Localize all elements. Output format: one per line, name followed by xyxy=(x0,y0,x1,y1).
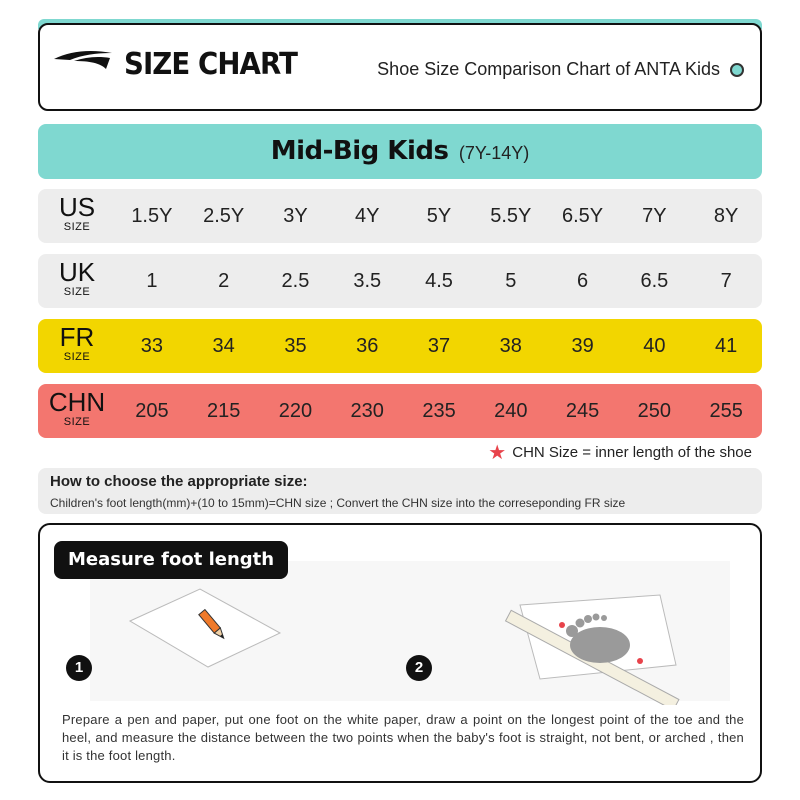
size-cell: 2 xyxy=(218,270,230,292)
row-label-main: UK xyxy=(58,257,96,287)
size-cell: 250 xyxy=(637,400,672,422)
size-cell: 4.5 xyxy=(425,270,453,292)
size-cell: 220 xyxy=(278,400,313,422)
size-cell: 2.5 xyxy=(281,270,310,292)
size-cells: 33 34 35 36 37 38 39 40 41 xyxy=(116,319,762,373)
size-cell: 3Y xyxy=(283,205,308,227)
size-cell: 36 xyxy=(356,335,379,357)
size-cell: 4Y xyxy=(355,205,380,227)
paper-pencil-icon xyxy=(128,588,282,668)
size-cell: 235 xyxy=(422,400,456,422)
step-2-badge: 2 xyxy=(406,655,432,681)
size-cell: 3.5 xyxy=(353,270,382,292)
row-label-main: US xyxy=(58,192,96,222)
size-cell: 7Y xyxy=(642,205,667,227)
size-cell: 8Y xyxy=(713,205,739,227)
size-cells: 1.5Y 2.5Y 3Y 4Y 5Y 5.5Y 6.5Y 7Y 8Y xyxy=(116,189,762,243)
size-row-us: US SIZE 1.5Y 2.5Y 3Y 4Y 5Y 5.5Y 6.5Y 7Y … xyxy=(38,189,762,243)
size-cell: 33 xyxy=(140,335,164,357)
row-label-sub: SIZE xyxy=(63,286,91,298)
size-cell: 5Y xyxy=(426,205,452,227)
row-label-fr: FR SIZE xyxy=(38,323,116,364)
brand-title: SIZE CHART xyxy=(124,47,298,82)
kids-title: Mid-Big Kids xyxy=(270,136,449,166)
row-label-sub: SIZE xyxy=(63,416,91,428)
kids-category-bar: Mid-Big Kids (7Y-14Y) xyxy=(38,124,762,179)
row-label-uk: UK SIZE xyxy=(38,258,116,299)
measure-section: Measure foot length 1 2 Prepare a pen an… xyxy=(38,523,762,783)
howto-title: How to choose the appropriate size: xyxy=(50,473,308,490)
chn-size-note: ★ CHN Size = inner length of the shoe xyxy=(488,442,752,464)
measure-title: Measure foot length xyxy=(54,541,289,579)
size-cells: 1 2 2.5 3.5 4.5 5 6 6.5 7 xyxy=(116,254,762,308)
measure-description: Prepare a pen and paper, put one foot on… xyxy=(62,712,744,763)
size-cell: 240 xyxy=(494,400,528,422)
foot-ruler-icon xyxy=(504,594,680,705)
size-cell: 7 xyxy=(720,270,732,292)
header: SIZE CHART Shoe Size Comparison Chart of… xyxy=(38,23,762,111)
row-label-us: US SIZE xyxy=(38,193,116,234)
step-1-badge: 1 xyxy=(66,655,92,681)
size-cell: 6.5 xyxy=(640,270,669,292)
size-cell: 245 xyxy=(565,400,600,422)
row-label-sub: SIZE xyxy=(63,351,91,363)
dot-icon xyxy=(730,63,744,77)
howto-box: How to choose the appropriate size: Chil… xyxy=(38,468,762,514)
size-cell: 1.5Y xyxy=(131,205,173,227)
kids-age-range: (7Y-14Y) xyxy=(458,143,530,163)
size-row-fr: FR SIZE 33 34 35 36 37 38 39 40 41 xyxy=(38,319,762,373)
row-label-chn: CHN SIZE xyxy=(38,388,116,429)
size-cells: 205 215 220 230 235 240 245 250 255 xyxy=(116,384,762,438)
note-text: CHN Size = inner length of the shoe xyxy=(512,444,752,461)
howto-text: Children's foot length(mm)+(10 to 15mm)=… xyxy=(50,496,626,510)
size-cell: 2.5Y xyxy=(203,205,245,227)
row-label-main: CHN xyxy=(48,387,106,417)
size-cell: 5 xyxy=(505,270,517,292)
star-icon: ★ xyxy=(488,442,507,464)
chart-subtitle: Shoe Size Comparison Chart of ANTA Kids xyxy=(377,59,720,79)
size-cell: 39 xyxy=(571,335,594,357)
size-cell: 38 xyxy=(499,335,522,357)
size-cell: 41 xyxy=(715,335,738,357)
size-cell: 230 xyxy=(350,400,384,422)
size-row-uk: UK SIZE 1 2 2.5 3.5 4.5 5 6 6.5 7 xyxy=(38,254,762,308)
size-cell: 35 xyxy=(284,335,307,357)
size-row-chn: CHN SIZE 205 215 220 230 235 240 245 250… xyxy=(38,384,762,438)
row-label-sub: SIZE xyxy=(63,221,91,233)
size-cell: 255 xyxy=(709,400,743,422)
size-cell: 40 xyxy=(643,335,666,357)
size-cell: 6 xyxy=(577,270,589,292)
size-cell: 6.5Y xyxy=(562,205,604,227)
size-cell: 1 xyxy=(146,270,158,292)
size-cell: 37 xyxy=(427,335,451,357)
size-cell: 34 xyxy=(212,335,235,357)
anta-logo-icon xyxy=(54,51,112,69)
size-cell: 5.5Y xyxy=(490,205,532,227)
size-cell: 205 xyxy=(135,400,169,422)
size-cell: 215 xyxy=(206,400,241,422)
row-label-main: FR xyxy=(59,322,95,352)
